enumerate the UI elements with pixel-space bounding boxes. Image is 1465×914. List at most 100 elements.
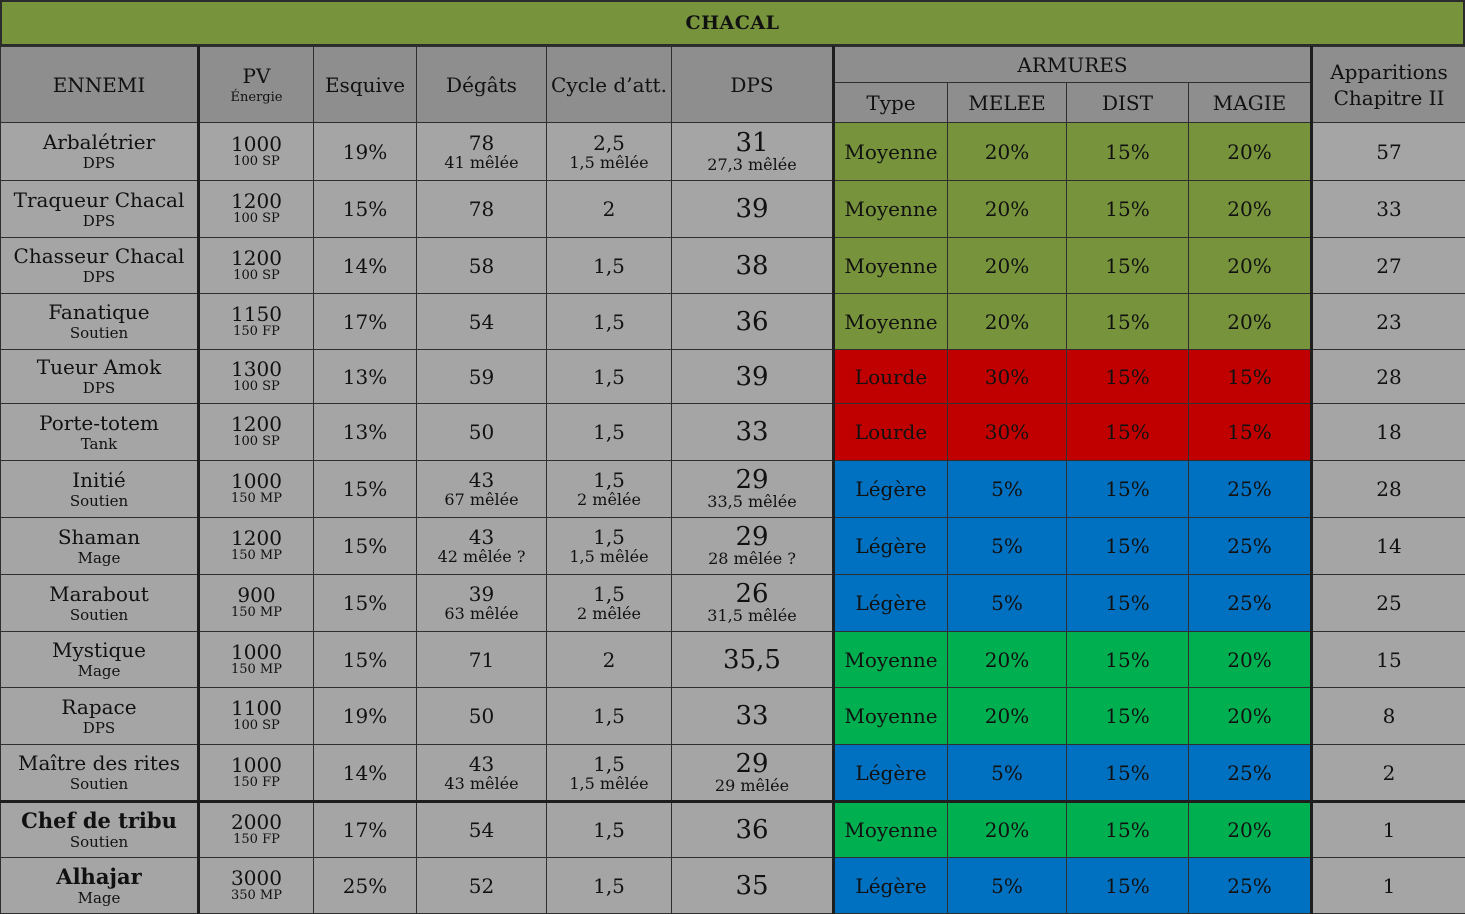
melee-resist-value: 5%: [991, 874, 1023, 898]
damage-value: 50: [417, 421, 546, 443]
enemy-name: Porte-totem: [1, 413, 197, 433]
armor-type-cell: Légère: [834, 461, 948, 518]
energy-value: 150 MP: [200, 492, 313, 506]
armor-magic-cell: 15%: [1189, 350, 1312, 404]
dist-resist-value: 15%: [1105, 140, 1149, 164]
appearances-cell: 1: [1312, 858, 1465, 914]
dps-value: 33: [672, 703, 832, 729]
armor-type-cell: Légère: [834, 745, 948, 802]
dps-cell: 38: [672, 238, 834, 294]
armor-type-cell: Moyenne: [834, 181, 948, 238]
damage-melee-value: 42 mêlée ?: [417, 548, 546, 566]
damage-cell: 58: [417, 238, 547, 294]
armor-type-value: Légère: [855, 874, 926, 898]
damage-value: 78: [417, 198, 546, 220]
cycle-value: 2,5: [547, 132, 671, 154]
melee-resist-value: 20%: [985, 310, 1029, 334]
cycle-cell: 1,5: [547, 238, 672, 294]
enemy-role: Soutien: [1, 494, 197, 509]
magic-resist-value: 20%: [1227, 310, 1271, 334]
enemy-role: Soutien: [1, 326, 197, 341]
enemy-role: Mage: [1, 551, 197, 566]
dps-value: 39: [672, 196, 832, 222]
dps-melee-value: 28 mêlée ?: [672, 550, 832, 568]
enemy-role: Mage: [1, 891, 197, 906]
appearances-cell: 1: [1312, 802, 1465, 858]
dps-value: 31: [672, 130, 832, 156]
cycle-value: 1,5: [547, 875, 671, 897]
energy-value: 150 MP: [200, 663, 313, 677]
armor-magic-cell: 20%: [1189, 632, 1312, 688]
energy-value: 150 MP: [200, 549, 313, 563]
armor-type-cell: Moyenne: [834, 238, 948, 294]
armor-magic-cell: 20%: [1189, 181, 1312, 238]
dps-cell: 39: [672, 181, 834, 238]
enemy-role: Mage: [1, 664, 197, 679]
energy-value: 150 MP: [200, 606, 313, 620]
appearances-cell: 33: [1312, 181, 1465, 238]
appearances-value: 14: [1313, 535, 1465, 557]
armor-type-value: Légère: [855, 477, 926, 501]
enemy-role: DPS: [1, 381, 197, 396]
armor-type-value: Moyenne: [844, 310, 937, 334]
melee-resist-value: 20%: [985, 704, 1029, 728]
armor-type-value: Légère: [855, 761, 926, 785]
dps-value: 39: [672, 364, 832, 390]
damage-value: 50: [417, 705, 546, 727]
pv-value: 1000: [200, 642, 313, 663]
appearances-cell: 25: [1312, 575, 1465, 632]
enemy-name: Chef de tribu: [1, 810, 197, 831]
pv-value: 1200: [200, 191, 313, 212]
enemy-name: Maître des rites: [1, 753, 197, 773]
dps-value: 33: [672, 419, 832, 445]
armor-melee-cell: 5%: [948, 518, 1067, 575]
appearances-cell: 57: [1312, 123, 1465, 181]
armor-melee-cell: 5%: [948, 575, 1067, 632]
armor-melee-cell: 20%: [948, 123, 1067, 181]
cycle-cell: 2: [547, 632, 672, 688]
cycle-value: 1,5: [547, 753, 671, 775]
appearances-value: 28: [1313, 478, 1465, 500]
armor-magic-cell: 15%: [1189, 404, 1312, 461]
damage-melee-value: 67 mêlée: [417, 491, 546, 509]
cycle-value: 1,5: [547, 366, 671, 388]
armor-melee-cell: 20%: [948, 632, 1067, 688]
melee-resist-value: 5%: [991, 477, 1023, 501]
armor-dist-cell: 15%: [1067, 350, 1189, 404]
enemy-role: Tank: [1, 437, 197, 452]
enemy-name: Mystique: [1, 640, 197, 660]
dodge-value: 15%: [314, 478, 416, 500]
cycle-cell: 2: [547, 181, 672, 238]
dist-resist-value: 15%: [1105, 761, 1149, 785]
magic-resist-value: 20%: [1227, 197, 1271, 221]
cycle-value: 1,5: [547, 583, 671, 605]
dodge-cell: 25%: [314, 858, 417, 914]
pv-value: 1200: [200, 528, 313, 549]
armor-melee-cell: 20%: [948, 802, 1067, 858]
armor-melee-cell: 30%: [948, 350, 1067, 404]
magic-resist-value: 20%: [1227, 254, 1271, 278]
armor-melee-cell: 20%: [948, 238, 1067, 294]
damage-melee-value: 41 mêlée: [417, 154, 546, 172]
dodge-value: 15%: [314, 592, 416, 614]
dodge-cell: 15%: [314, 632, 417, 688]
melee-resist-value: 20%: [985, 140, 1029, 164]
pv-value: 1000: [200, 134, 313, 155]
dodge-value: 17%: [314, 311, 416, 333]
appearances-value: 27: [1313, 255, 1465, 277]
armor-melee-cell: 20%: [948, 181, 1067, 238]
